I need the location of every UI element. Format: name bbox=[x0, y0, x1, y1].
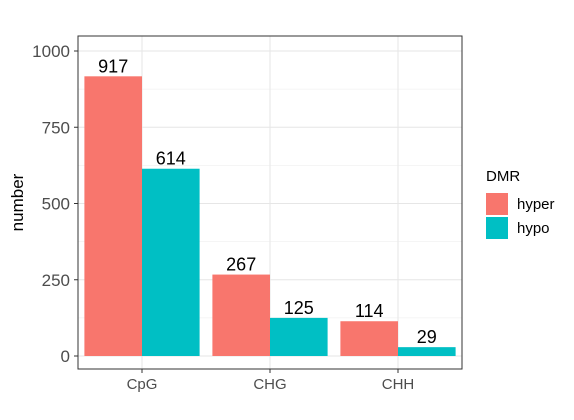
y-tick-label: 750 bbox=[42, 118, 70, 137]
y-tick-label: 500 bbox=[42, 195, 70, 214]
data-label-hyper-CpG: 917 bbox=[98, 56, 128, 76]
bar-hyper-CHG bbox=[212, 274, 270, 356]
y-tick-label: 250 bbox=[42, 271, 70, 290]
bar-hypo-CpG bbox=[142, 168, 200, 356]
x-axis: CpG CHG CHH bbox=[127, 369, 415, 393]
y-axis-title: number bbox=[8, 173, 27, 231]
data-label-hypo-CHH: 29 bbox=[417, 327, 437, 347]
data-label-hypo-CpG: 614 bbox=[156, 149, 186, 169]
bar-hypo-CHH bbox=[398, 347, 456, 356]
y-axis: 0 250 500 750 1000 bbox=[32, 42, 78, 366]
x-tick-label: CpG bbox=[127, 376, 158, 393]
legend-label-hyper: hyper bbox=[517, 196, 555, 213]
data-labels: 917 614 267 125 114 29 bbox=[98, 56, 437, 347]
data-label-hypo-CHG: 125 bbox=[284, 298, 314, 318]
bar-hypo-CHG bbox=[270, 317, 328, 356]
legend-key-hypo bbox=[486, 217, 508, 239]
y-tick-label: 0 bbox=[61, 347, 70, 366]
bar-hyper-CpG bbox=[84, 76, 142, 356]
legend-title: DMR bbox=[486, 168, 520, 185]
legend: DMR hyper hypo bbox=[486, 168, 555, 239]
bar-hyper-CHH bbox=[340, 321, 398, 356]
data-label-hyper-CHG: 267 bbox=[226, 255, 256, 275]
x-tick-label: CHG bbox=[253, 376, 286, 393]
legend-label-hypo: hypo bbox=[517, 220, 550, 237]
x-tick-label: CHH bbox=[382, 376, 415, 393]
bars bbox=[84, 76, 456, 356]
y-tick-label: 1000 bbox=[32, 42, 70, 61]
data-label-hyper-CHH: 114 bbox=[355, 301, 384, 321]
legend-key-hyper bbox=[486, 193, 508, 215]
